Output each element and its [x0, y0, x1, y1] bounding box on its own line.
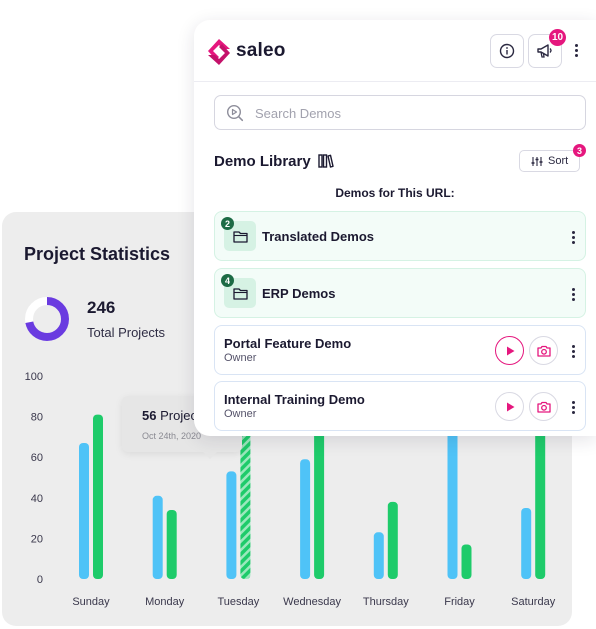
play-demo-button[interactable]: [495, 392, 524, 421]
demo-library-title: Demo Library: [214, 153, 311, 170]
chart-bar[interactable]: [447, 406, 458, 579]
tooltip-date: Oct 24th, 2020: [142, 431, 202, 441]
folder-count-badge: 4: [221, 274, 234, 287]
x-tick-label: Friday: [444, 596, 475, 608]
saleo-logo-icon: [208, 39, 230, 65]
folder-count-badge: 2: [221, 217, 234, 230]
x-tick-label: Wednesday: [283, 596, 341, 608]
search-demos-input[interactable]: [255, 103, 575, 123]
total-projects-label: Total Projects: [87, 325, 166, 340]
play-icon: [506, 402, 514, 411]
info-button[interactable]: [490, 34, 524, 68]
sliders-icon: [531, 157, 543, 166]
total-projects-donut: [25, 297, 69, 341]
x-tick-label: Sunday: [72, 596, 110, 608]
demo-menu-kebab-icon[interactable]: [568, 401, 578, 414]
stats-title: Project Statistics: [24, 244, 171, 264]
demo-owner: Owner: [224, 352, 257, 364]
notification-badge: 10: [549, 29, 566, 46]
folder-name: Translated Demos: [262, 229, 374, 244]
x-tick-label: Thursday: [363, 596, 409, 608]
x-tick-label: Monday: [145, 596, 185, 608]
folder-icon: [232, 287, 248, 300]
y-tick-label: 100: [25, 371, 43, 383]
demo-menu-kebab-icon[interactable]: [568, 345, 578, 358]
folder-icon: [232, 230, 248, 243]
chart-bar[interactable]: [226, 471, 237, 579]
folder-menu-kebab-icon[interactable]: [568, 288, 578, 301]
chart-bar[interactable]: [79, 442, 89, 579]
tooltip-value: 56: [142, 408, 157, 423]
y-tick-label: 0: [37, 574, 43, 586]
sort-button[interactable]: Sort: [519, 150, 580, 172]
search-demos-box[interactable]: [214, 95, 586, 130]
screenshot-button[interactable]: [529, 392, 558, 421]
brand-name: saleo: [236, 40, 286, 61]
chart-bar[interactable]: [166, 509, 177, 579]
info-icon: [499, 43, 515, 59]
megaphone-icon: [537, 44, 552, 58]
folder-menu-kebab-icon[interactable]: [568, 231, 578, 244]
camera-icon: [536, 345, 551, 357]
chart-bar[interactable]: [387, 501, 398, 579]
camera-icon: [536, 401, 551, 413]
play-demo-button[interactable]: [495, 336, 524, 365]
total-projects-value: 246: [87, 298, 116, 317]
demo-row[interactable]: Portal Feature Demo Owner: [214, 325, 586, 375]
demo-row[interactable]: Internal Training Demo Owner: [214, 381, 586, 431]
y-tick-label: 40: [31, 493, 43, 505]
chart-bar[interactable]: [373, 532, 384, 579]
folder-icon-box: [224, 278, 256, 308]
search-play-icon: [226, 104, 244, 122]
chart-bar[interactable]: [300, 459, 311, 579]
y-tick-label: 60: [31, 452, 43, 464]
x-tick-label: Tuesday: [218, 596, 260, 608]
chart-bar[interactable]: [152, 495, 163, 579]
tooltip-pointer: [203, 452, 217, 459]
folder-row[interactable]: 4 ERP Demos: [214, 268, 586, 318]
y-tick-label: 20: [31, 533, 43, 545]
demo-owner: Owner: [224, 408, 257, 420]
sort-label: Sort: [548, 155, 569, 167]
folder-name: ERP Demos: [262, 286, 336, 301]
books-icon: [318, 154, 334, 168]
y-tick-label: 80: [31, 412, 43, 424]
demos-for-url-heading: Demos for This URL:: [335, 186, 455, 200]
panel-menu-kebab-icon[interactable]: [571, 44, 581, 57]
saleo-panel: saleo 10 Demo Library: [194, 20, 596, 436]
x-tick-label: Saturday: [511, 596, 556, 608]
screenshot-button[interactable]: [529, 336, 558, 365]
chart-bar[interactable]: [461, 544, 472, 579]
folder-row[interactable]: 2 Translated Demos: [214, 211, 586, 261]
chart-bar[interactable]: [521, 507, 532, 579]
play-icon: [506, 346, 514, 355]
demo-name: Portal Feature Demo: [224, 336, 352, 351]
demo-name: Internal Training Demo: [224, 392, 365, 407]
sort-count-badge: 3: [573, 144, 586, 157]
chart-bar[interactable]: [240, 396, 251, 579]
panel-header: saleo 10: [194, 20, 596, 82]
chart-bar[interactable]: [93, 414, 103, 579]
